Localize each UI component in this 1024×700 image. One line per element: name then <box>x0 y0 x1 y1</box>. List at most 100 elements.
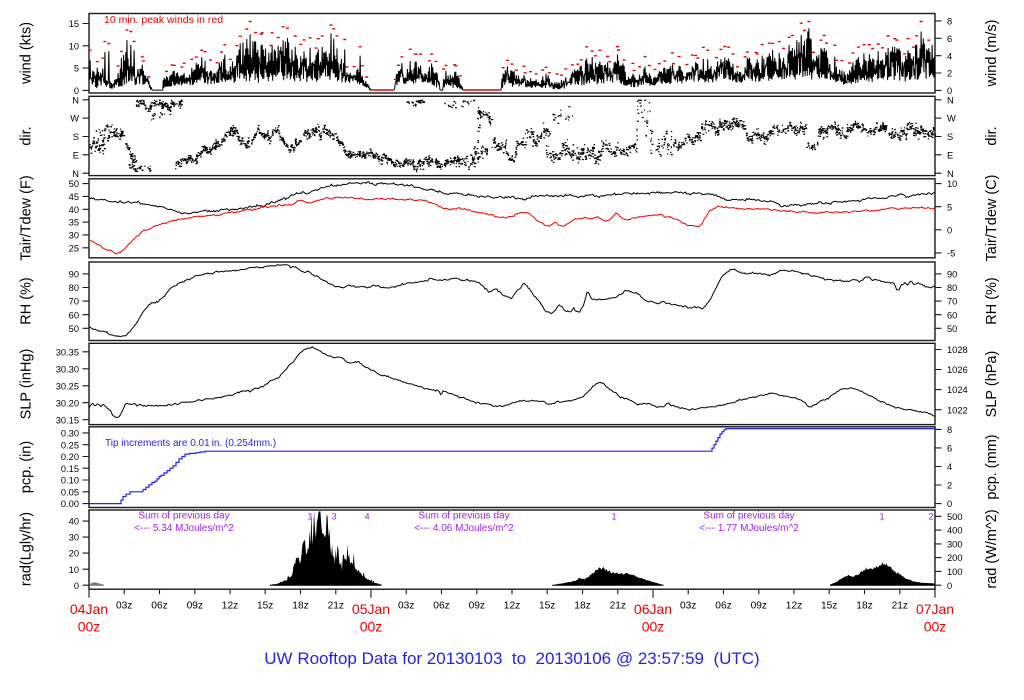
svg-text:07Jan: 07Jan <box>916 601 954 617</box>
svg-text:15z: 15z <box>257 601 273 612</box>
svg-text:1022: 1022 <box>947 405 968 415</box>
svg-text:1024: 1024 <box>947 385 968 395</box>
svg-text:30: 30 <box>69 533 79 543</box>
svg-text:03z: 03z <box>398 601 414 612</box>
svg-text:<--- 5.34 MJoules/m^2: <--- 5.34 MJoules/m^2 <box>134 523 234 534</box>
svg-text:wind (kts): wind (kts) <box>19 22 35 85</box>
svg-text:Tip increments are 0.01 in. (0: Tip increments are 0.01 in. (0.254mm.) <box>105 438 276 449</box>
svg-text:Sum of previous day: Sum of previous day <box>138 511 229 522</box>
svg-text:10 min. peak winds in red: 10 min. peak winds in red <box>104 14 223 26</box>
svg-text:18z: 18z <box>856 601 872 612</box>
svg-text:1: 1 <box>879 512 884 523</box>
svg-text:09z: 09z <box>187 601 203 612</box>
svg-text:12z: 12z <box>222 601 238 612</box>
svg-text:0: 0 <box>947 581 952 591</box>
svg-text:60: 60 <box>947 310 957 320</box>
svg-text:70: 70 <box>947 297 957 307</box>
svg-text:18z: 18z <box>292 601 308 612</box>
svg-text:3: 3 <box>331 512 336 523</box>
svg-text:80: 80 <box>69 283 79 293</box>
svg-text:Sum of previous day: Sum of previous day <box>703 511 794 522</box>
svg-text:10: 10 <box>947 179 957 189</box>
svg-text:03z: 03z <box>680 601 696 612</box>
svg-text:90: 90 <box>947 270 957 280</box>
svg-text:6: 6 <box>947 34 952 44</box>
svg-text:5: 5 <box>74 64 79 74</box>
svg-text:S: S <box>947 132 953 142</box>
svg-text:06z: 06z <box>715 601 731 612</box>
svg-text:0: 0 <box>74 86 79 96</box>
svg-text:00z: 00z <box>924 619 947 635</box>
svg-text:Tair/Tdew (F): Tair/Tdew (F) <box>19 175 35 260</box>
svg-text:N: N <box>72 169 79 179</box>
svg-text:09z: 09z <box>751 601 767 612</box>
svg-text:0: 0 <box>947 499 952 509</box>
svg-text:5: 5 <box>947 202 952 212</box>
svg-text:1026: 1026 <box>947 365 968 375</box>
svg-text:S: S <box>73 132 79 142</box>
svg-text:06z: 06z <box>433 601 449 612</box>
svg-text:21z: 21z <box>328 601 344 612</box>
svg-text:2: 2 <box>928 512 933 523</box>
svg-text:6: 6 <box>947 444 952 454</box>
svg-text:15: 15 <box>69 19 79 29</box>
svg-text:50: 50 <box>69 324 79 334</box>
svg-text:90: 90 <box>69 270 79 280</box>
svg-text:25: 25 <box>69 243 79 253</box>
svg-text:0.15: 0.15 <box>61 464 79 474</box>
svg-text:30: 30 <box>69 231 79 241</box>
svg-text:03z: 03z <box>116 601 132 612</box>
svg-text:-5: -5 <box>947 249 955 259</box>
svg-text:500: 500 <box>947 512 963 522</box>
svg-text:rad(Lgly/hr): rad(Lgly/hr) <box>19 512 35 586</box>
svg-text:04Jan: 04Jan <box>70 601 108 617</box>
svg-text:SLP (hPa): SLP (hPa) <box>984 351 1000 418</box>
svg-text:00z: 00z <box>78 619 101 635</box>
svg-text:300: 300 <box>947 540 963 550</box>
svg-text:06Jan: 06Jan <box>634 601 672 617</box>
svg-text:rad (W/m^2): rad (W/m^2) <box>984 509 1000 588</box>
svg-text:21z: 21z <box>892 601 908 612</box>
svg-text:0.10: 0.10 <box>61 476 79 486</box>
svg-text:20: 20 <box>69 549 79 559</box>
svg-text:8: 8 <box>947 17 952 27</box>
svg-text:80: 80 <box>947 283 957 293</box>
svg-text:W: W <box>70 114 79 124</box>
svg-text:0.00: 0.00 <box>61 499 79 509</box>
svg-text:50: 50 <box>69 179 79 189</box>
svg-text:8: 8 <box>947 425 952 435</box>
svg-text:E: E <box>947 150 953 160</box>
svg-text:70: 70 <box>69 297 79 307</box>
svg-text:30.30: 30.30 <box>56 364 79 374</box>
svg-text:40: 40 <box>69 205 79 215</box>
svg-text:pcp. (mm): pcp. (mm) <box>984 434 1000 499</box>
svg-text:21z: 21z <box>610 601 626 612</box>
svg-text:1: 1 <box>307 512 312 523</box>
svg-text:SLP (inHg): SLP (inHg) <box>19 349 35 420</box>
svg-text:4: 4 <box>947 462 952 472</box>
svg-text:<--- 1.77 MJoules/m^2: <--- 1.77 MJoules/m^2 <box>699 523 799 534</box>
svg-text:09z: 09z <box>469 601 485 612</box>
svg-text:E: E <box>73 150 79 160</box>
svg-text:RH (%): RH (%) <box>984 277 1000 325</box>
svg-text:N: N <box>947 95 954 105</box>
svg-text:15z: 15z <box>539 601 555 612</box>
svg-text:1028: 1028 <box>947 345 968 355</box>
svg-text:pcp. (in): pcp. (in) <box>19 441 35 493</box>
svg-text:0.05: 0.05 <box>61 487 79 497</box>
svg-text:30.20: 30.20 <box>56 398 79 408</box>
svg-text:15z: 15z <box>821 601 837 612</box>
svg-text:00z: 00z <box>642 619 665 635</box>
svg-text:0.25: 0.25 <box>61 440 79 450</box>
svg-text:<--- 4.06 MJoules/m^2: <--- 4.06 MJoules/m^2 <box>414 523 514 534</box>
svg-text:12z: 12z <box>786 601 802 612</box>
svg-text:0.20: 0.20 <box>61 452 79 462</box>
svg-text:12z: 12z <box>504 601 520 612</box>
svg-text:0: 0 <box>947 225 952 235</box>
svg-text:45: 45 <box>69 192 79 202</box>
svg-text:400: 400 <box>947 526 963 536</box>
svg-text:N: N <box>947 169 954 179</box>
svg-text:wind (m/s): wind (m/s) <box>984 20 1000 88</box>
svg-text:0: 0 <box>947 86 952 96</box>
svg-text:30.15: 30.15 <box>56 415 79 425</box>
